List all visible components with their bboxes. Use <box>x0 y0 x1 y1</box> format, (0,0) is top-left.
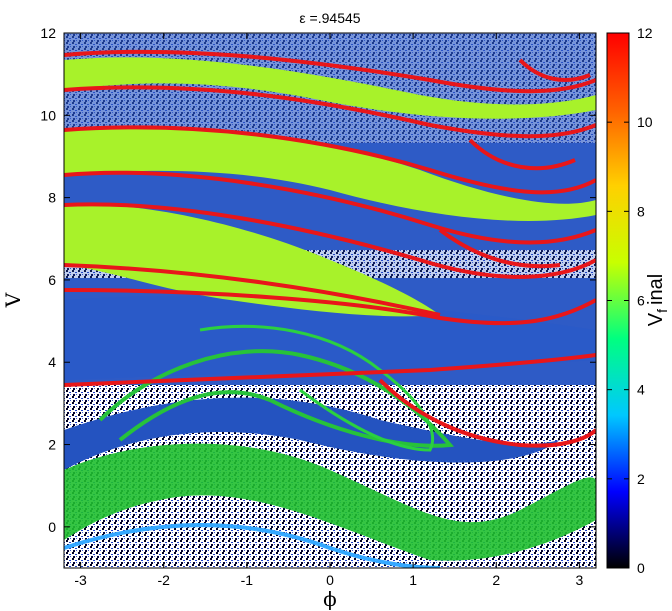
colorbar-title: Vf inal <box>645 274 670 326</box>
x-tick-label: -1 <box>241 572 254 588</box>
heatmap-image <box>64 33 596 568</box>
y-tick-label: 8 <box>48 190 56 206</box>
x-tick-label: -2 <box>158 572 171 588</box>
y-tick-label: 4 <box>48 354 56 370</box>
colorbar-title-sub: f <box>654 309 670 313</box>
x-tick-label: -3 <box>74 572 87 588</box>
y-axis-title: V <box>1 292 25 308</box>
colorbar-title-rest: inal <box>645 274 667 305</box>
y-axis-ticks: 0 2 4 6 8 10 12 <box>40 25 596 535</box>
x-tick-label: 3 <box>575 572 583 588</box>
x-tick-label: 2 <box>492 572 500 588</box>
colorbar-tick-label: 12 <box>637 25 653 41</box>
x-tick-label: 1 <box>409 572 417 588</box>
colorbar-tick-label: 10 <box>637 114 653 130</box>
y-tick-label: 0 <box>48 519 56 535</box>
y-tick-label: 2 <box>48 437 56 453</box>
colorbar-tick-label: 2 <box>637 471 645 487</box>
chart-title: ε =.94545 <box>299 10 360 26</box>
x-tick-label: 0 <box>326 572 334 588</box>
colorbar-tick-label: 8 <box>637 203 645 219</box>
colorbar-ticks: 0 2 4 6 8 10 12 <box>607 25 653 576</box>
y-tick-label: 10 <box>40 107 56 123</box>
x-axis-ticks: -3 -2 -1 0 1 2 3 <box>74 33 583 588</box>
y-tick-label: 12 <box>40 25 56 41</box>
x-axis-title: ϕ <box>323 587 337 611</box>
colorbar-tick-label: 0 <box>637 560 645 576</box>
colorbar-tick-label: 6 <box>637 293 645 309</box>
colorbar-title-main: V <box>645 312 667 326</box>
y-tick-label: 6 <box>48 272 56 288</box>
colorbar-tick-label: 4 <box>637 382 645 398</box>
